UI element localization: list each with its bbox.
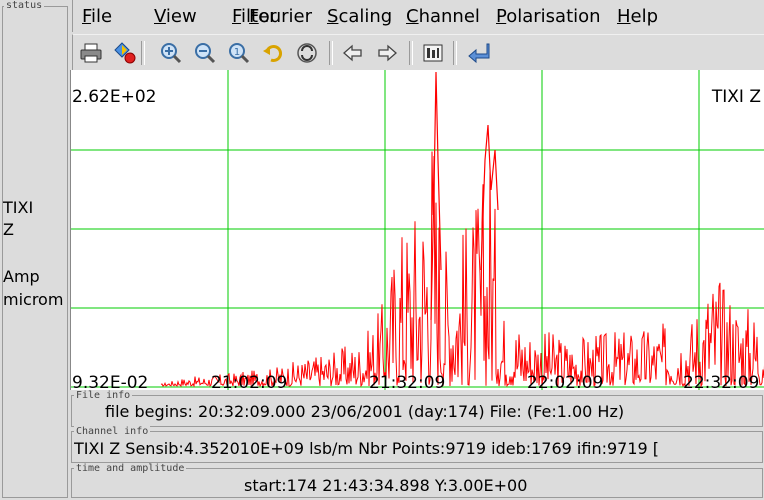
file-info-frame [71, 395, 763, 427]
menu-polarisation-label: olarisation [506, 6, 601, 27]
menu-polarisation[interactable]: Polarisation [496, 6, 601, 28]
toolbar-separator [329, 41, 333, 65]
menu-help-mnemonic: H [617, 6, 631, 27]
menu-file[interactable]: File [82, 6, 112, 28]
zoom-fit-button[interactable]: 1 [225, 39, 253, 67]
menu-fourier-mnemonic: F [249, 6, 259, 27]
zoom-in-icon [161, 43, 182, 64]
return-icon [468, 43, 490, 64]
menu-view-label: iew [165, 6, 197, 27]
status-line-2: Z [3, 220, 14, 239]
arrow-left-icon [343, 44, 362, 62]
menu-help-label: elp [630, 6, 659, 27]
colors-button[interactable] [111, 39, 139, 67]
x-tick-label: 22:02:09 [527, 373, 604, 390]
menu-channel[interactable]: Channel [406, 6, 480, 28]
channel-info-frame [71, 431, 763, 463]
time-amplitude-title: time and amplitude [74, 463, 187, 474]
toolbar-separator [453, 41, 457, 65]
toolbar-separator [141, 41, 145, 65]
time-amplitude-text: start:174 21:43:34.898 Y:3.00E+00 [244, 476, 528, 495]
channel-label: TIXI Z [711, 87, 761, 107]
svg-text:1: 1 [234, 47, 240, 58]
status-line-5: microm [3, 290, 64, 309]
menu-help[interactable]: Help [617, 6, 658, 28]
zoom-out-icon [195, 43, 216, 64]
x-tick-label: 21:32:09 [369, 373, 446, 390]
file-info-text: file begins: 20:32:09.000 23/06/2001 (da… [105, 402, 625, 421]
file-info-title: File info [74, 390, 133, 401]
signal-trace [160, 151, 764, 388]
print-button[interactable] [77, 39, 105, 67]
arrow-right-icon [378, 44, 397, 62]
plot-canvas [71, 70, 764, 390]
menu-channel-label: hannel [418, 6, 480, 27]
back-button[interactable] [339, 39, 367, 67]
status-frame-title: status [4, 0, 45, 11]
menu-fourier[interactable]: Fourier [249, 6, 312, 28]
toolbar: 1 [72, 34, 764, 72]
refresh-button[interactable] [293, 39, 321, 67]
signal-secondary-peak [480, 124, 499, 271]
y-min-label: 9.32E-02 [72, 373, 149, 390]
status-frame [2, 6, 68, 498]
colors-icon [114, 42, 136, 64]
zoom-fit-icon: 1 [229, 43, 250, 64]
menu-filter-mnemonic: F [232, 6, 242, 27]
menu-view[interactable]: View [154, 6, 197, 28]
undo-button[interactable] [259, 39, 287, 67]
status-line-4: Amp [3, 267, 40, 286]
settings-icon [423, 44, 443, 62]
menu-view-mnemonic: V [154, 6, 166, 27]
settings-button[interactable] [419, 39, 447, 67]
zoom-out-button[interactable] [191, 39, 219, 67]
menu-filter[interactable]: Filter [232, 6, 277, 28]
channel-info-title: Channel info [74, 426, 151, 437]
print-icon [80, 43, 102, 63]
menu-filter-label: ilter [241, 6, 277, 27]
menu-channel-mnemonic: C [406, 6, 419, 27]
menu-scaling-mnemonic: S [327, 6, 339, 27]
time-amplitude-frame [71, 468, 763, 498]
status-line-1: TIXI [3, 198, 34, 217]
menu-polarisation-mnemonic: P [496, 6, 507, 27]
y-max-label: 2.62E+02 [72, 87, 157, 107]
return-button[interactable] [465, 39, 493, 67]
forward-button[interactable] [373, 39, 401, 67]
waveform-plot[interactable]: 2.62E+02 TIXI Z 9.32E-02 21:02:09 21:32:… [70, 70, 764, 390]
x-tick-label: 21:02:09 [211, 373, 288, 390]
toolbar-separator [409, 41, 413, 65]
refresh-icon [297, 43, 317, 63]
channel-info-text: TIXI Z Sensib:4.352010E+09 lsb/m Nbr Poi… [74, 439, 660, 458]
menu-scaling-label: caling [338, 6, 393, 27]
x-tick-label: 22:32:09 [683, 373, 760, 390]
undo-icon [263, 44, 283, 62]
menu-file-label: ile [91, 6, 113, 27]
menu-scaling[interactable]: Scaling [327, 6, 392, 28]
menu-file-mnemonic: F [82, 6, 92, 27]
menu-fourier-label: ourier [258, 6, 313, 27]
signal-peak [430, 71, 442, 321]
zoom-in-button[interactable] [157, 39, 185, 67]
menu-bar: File View Filter Fourier Scaling Channel… [72, 0, 764, 32]
status-panel: status TIXI Z Amp microm [0, 0, 70, 500]
